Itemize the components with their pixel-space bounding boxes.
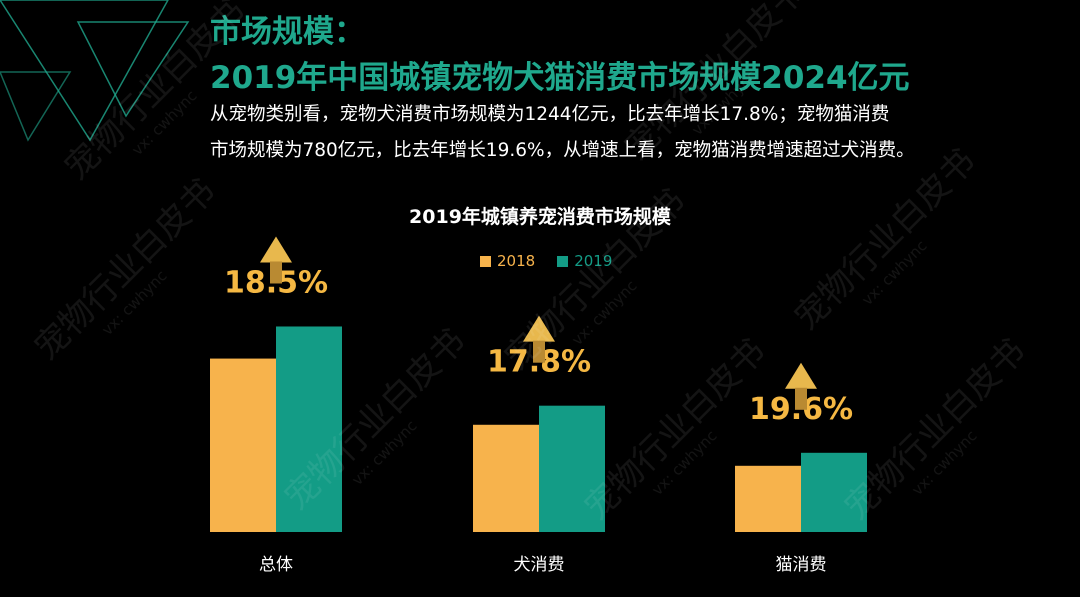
legend-item-2018: 2018 [480, 252, 535, 270]
description-line-2: 市场规模为780亿元，比去年增长19.6%，从增速上看，宠物猫消费增速超过犬消费… [210, 140, 915, 161]
x-tick-label: 猫消费 [776, 555, 827, 575]
up-arrow-icon [523, 315, 555, 342]
legend-item-2019: 2019 [557, 252, 612, 270]
bar-2019-0 [276, 326, 342, 532]
section-label: 市场规模： [210, 14, 365, 50]
bar-2018-2 [735, 465, 801, 532]
up-arrow-stem [270, 261, 282, 284]
x-tick-label: 犬消费 [514, 555, 565, 575]
bar-2018-0 [210, 358, 276, 532]
bar-2018-1 [473, 424, 539, 532]
chart-legend: 2018 2019 [480, 252, 612, 270]
legend-label-2019: 2019 [574, 252, 613, 270]
x-tick-label: 总体 [259, 555, 293, 575]
triangle-decoration [0, 0, 190, 142]
up-arrow-icon [260, 236, 292, 263]
up-arrow-stem [533, 340, 545, 363]
up-arrow-icon [785, 362, 817, 389]
legend-label-2018: 2018 [497, 252, 536, 270]
legend-swatch-2018 [480, 255, 491, 267]
up-arrow-stem [795, 387, 807, 410]
bar-2019-1 [539, 405, 605, 532]
chart-title: 2019年城镇养宠消费市场规模 [409, 206, 671, 228]
description-line-1: 从宠物类别看，宠物犬消费市场规模为1244亿元，比去年增长17.8%；宠物猫消费 [210, 104, 890, 125]
bar-2019-2 [801, 452, 867, 532]
legend-swatch-2019 [557, 255, 569, 267]
page-title: 2019年中国城镇宠物犬猫消费市场规模2024亿元 [210, 60, 910, 96]
